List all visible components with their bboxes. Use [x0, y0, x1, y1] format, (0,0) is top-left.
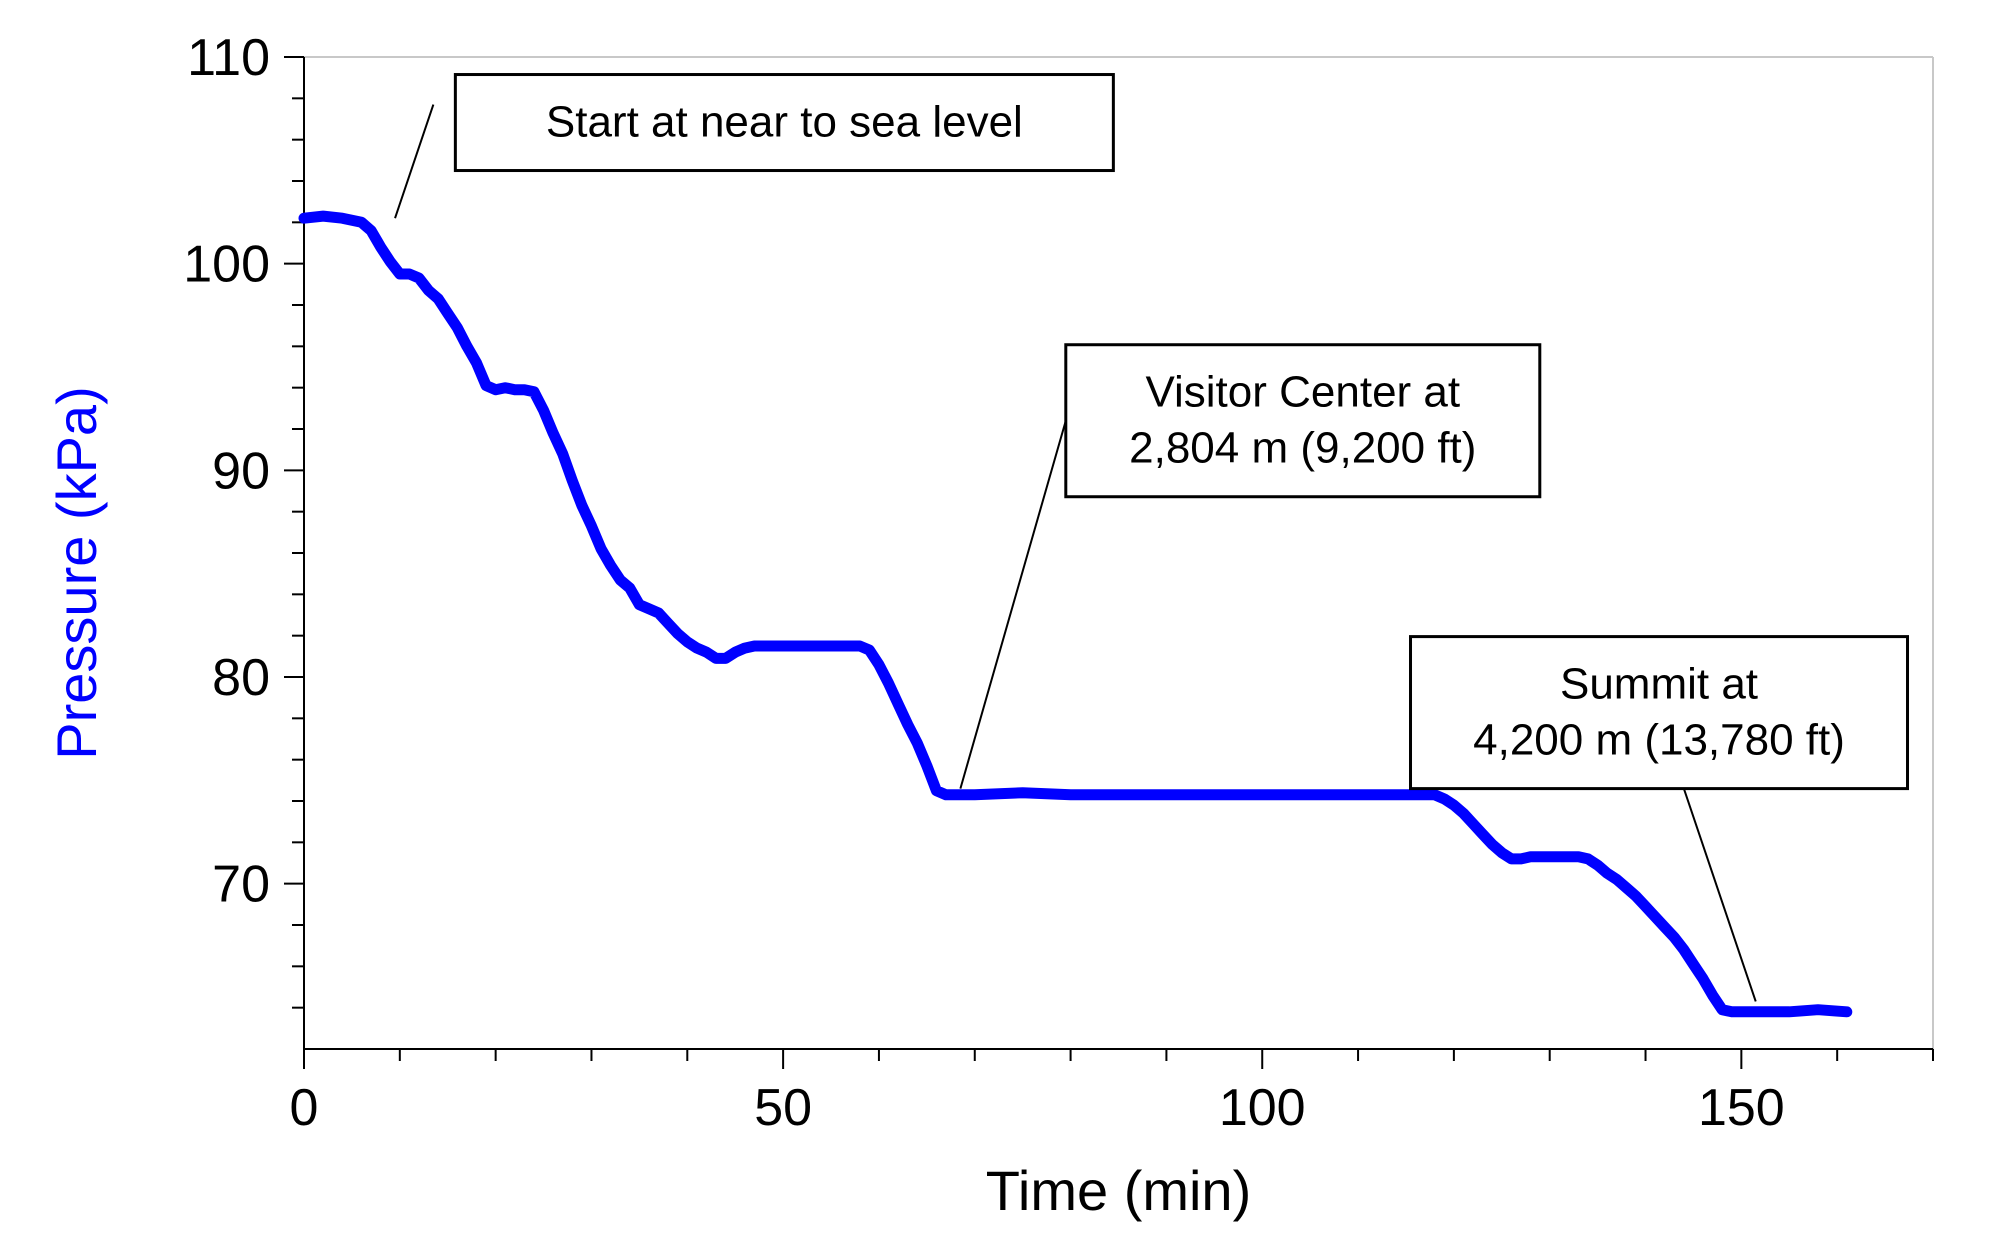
- annotation-pointer: [1682, 788, 1757, 1002]
- y-tick-label: 90: [212, 442, 270, 500]
- y-tick-label: 80: [212, 649, 270, 707]
- x-axis-ticks: [303, 1049, 1934, 1069]
- annotation-box: [453, 73, 1115, 173]
- annotation-summit: Summit at 4,200 m (13,780 ft): [1409, 635, 1910, 1002]
- y-tick-label: 70: [212, 856, 270, 914]
- annotation-text: 4,200 m (13,780 ft): [1473, 716, 1845, 765]
- series-line-pressure: [298, 210, 1853, 1018]
- annotation-start: Start at near to sea level: [394, 73, 1115, 219]
- annotation-text: 2,804 m (9,200 ft): [1129, 424, 1476, 473]
- x-axis-tick-labels: 0 50 100 150: [290, 1079, 1785, 1137]
- x-tick-label: 50: [754, 1079, 812, 1137]
- y-axis-title: Pressure (kPa): [45, 386, 108, 759]
- x-axis-title: Time (min): [986, 1159, 1251, 1222]
- x-tick-label: 100: [1219, 1079, 1306, 1137]
- y-axis-ticks: [284, 56, 304, 1009]
- y-tick-label: 100: [183, 236, 270, 294]
- x-tick-label: 150: [1698, 1079, 1785, 1137]
- annotation-pointer: [959, 420, 1067, 789]
- annotation-visitor-center: Visitor Center at 2,804 m (9,200 ft): [959, 343, 1542, 789]
- annotation-text: Visitor Center at: [1145, 368, 1460, 417]
- y-axis-tick-labels: 70 80 90 100 110: [183, 29, 270, 914]
- series-layer: [298, 210, 1853, 1018]
- annotation-text: Start at near to sea level: [546, 98, 1023, 147]
- annotation-layer: Start at near to sea level Visitor Center…: [394, 73, 1910, 1002]
- y-tick-label: 110: [187, 29, 270, 87]
- annotation-pointer: [394, 104, 435, 219]
- annotation-box: [1064, 343, 1542, 499]
- annotation-text: Summit at: [1560, 660, 1758, 709]
- x-tick-label: 0: [290, 1079, 319, 1137]
- annotation-box: [1409, 635, 1910, 791]
